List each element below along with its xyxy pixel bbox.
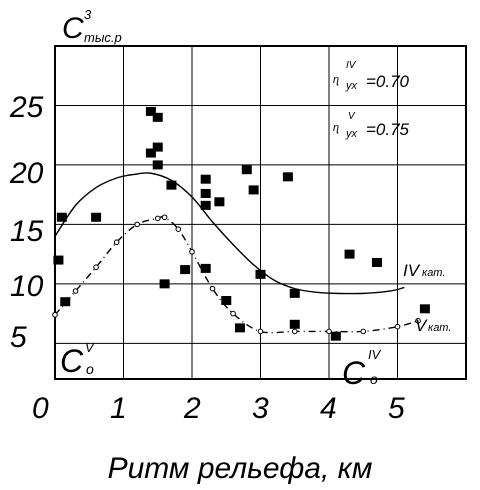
co-iv-label: C IV o bbox=[342, 347, 382, 391]
curve-v-marker bbox=[113, 239, 120, 246]
curve-v-marker bbox=[360, 328, 367, 335]
data-point bbox=[282, 172, 293, 182]
y-axis-label: C 3 тыс.р bbox=[62, 7, 122, 45]
data-point bbox=[255, 269, 266, 279]
x-tick-label: 0 bbox=[32, 392, 49, 425]
data-point bbox=[419, 304, 430, 314]
x-tick-label: 4 bbox=[320, 392, 337, 425]
annotation-eta-iv: ᶯ IV ух =0.70 bbox=[333, 60, 410, 92]
data-point bbox=[152, 142, 163, 152]
data-point bbox=[214, 197, 225, 207]
co-iv-sup: IV bbox=[368, 347, 382, 362]
y-tick-labels: 25 20 15 10 5 bbox=[9, 91, 44, 354]
curve-v-name: V bbox=[415, 316, 428, 335]
curve-v-marker bbox=[257, 328, 264, 335]
data-point bbox=[56, 212, 67, 222]
co-v-label: C V o bbox=[60, 340, 95, 379]
co-iv-main: C bbox=[342, 355, 366, 391]
annotation-sub: ух bbox=[345, 80, 358, 92]
curve-v-marker bbox=[175, 226, 182, 232]
y-tick-label: 20 bbox=[9, 157, 44, 190]
data-point bbox=[234, 323, 245, 333]
curve-v-label: V кат. bbox=[415, 316, 451, 335]
annotation-value: =0.75 bbox=[366, 120, 410, 139]
curves bbox=[52, 172, 421, 335]
annotation-sup: V bbox=[348, 111, 356, 122]
y-axis-label-sup: 3 bbox=[84, 7, 92, 22]
curve-v-marker bbox=[154, 215, 161, 222]
curve-v-marker bbox=[230, 310, 236, 317]
data-points bbox=[53, 106, 430, 341]
curve-v-marker bbox=[52, 311, 58, 318]
data-point bbox=[330, 331, 341, 341]
grid bbox=[55, 46, 466, 379]
curve-v-sub: кат. bbox=[428, 322, 451, 334]
curve-iv-name: IV bbox=[403, 261, 421, 280]
x-tick-labels: 0 1 2 3 4 5 bbox=[32, 392, 405, 425]
data-point bbox=[166, 180, 177, 190]
x-tick-label: 1 bbox=[110, 392, 127, 425]
x-tick-label: 3 bbox=[252, 392, 269, 425]
data-point bbox=[145, 148, 156, 158]
eta-symbol: ᶯ bbox=[333, 122, 339, 139]
curve-v-marker bbox=[189, 248, 195, 255]
annotation-value: =0.70 bbox=[366, 72, 410, 91]
curve-v-marker bbox=[134, 221, 140, 228]
y-axis-label-main: C bbox=[62, 12, 84, 45]
data-point bbox=[180, 265, 191, 275]
data-point bbox=[91, 212, 102, 222]
curve-v-marker bbox=[161, 214, 168, 221]
y-tick-label: 5 bbox=[10, 321, 27, 354]
annotation-sup: IV bbox=[346, 60, 357, 71]
curve-v-marker bbox=[326, 328, 332, 335]
data-point bbox=[152, 160, 163, 170]
curve-iv-line bbox=[54, 172, 405, 295]
y-tick-label: 10 bbox=[10, 270, 44, 303]
curve-iv-sub: кат. bbox=[422, 267, 445, 279]
x-tick-label: 5 bbox=[388, 392, 405, 425]
curve-v-line bbox=[54, 215, 419, 334]
data-point bbox=[241, 165, 252, 175]
data-point bbox=[200, 200, 211, 210]
data-point bbox=[60, 297, 71, 307]
data-point bbox=[289, 319, 300, 329]
curve-v-marker bbox=[394, 323, 401, 330]
data-point bbox=[152, 112, 163, 122]
data-point bbox=[248, 185, 259, 195]
x-axis-label: Ритм рельефа, км bbox=[108, 452, 373, 485]
data-point bbox=[53, 255, 64, 265]
curve-v-marker bbox=[291, 328, 298, 335]
data-point bbox=[200, 263, 211, 273]
annotation-sub: ух bbox=[345, 128, 358, 140]
co-v-sup: V bbox=[85, 340, 95, 355]
data-point bbox=[200, 188, 211, 198]
co-iv-sub: o bbox=[370, 371, 378, 387]
annotation-eta-v: ᶯ V ух =0.75 bbox=[333, 111, 410, 140]
data-point bbox=[371, 257, 382, 267]
data-point bbox=[344, 249, 355, 259]
curve-v-marker bbox=[72, 288, 79, 294]
y-axis-label-sub: тыс.р bbox=[84, 30, 122, 45]
curve-v-marker bbox=[415, 317, 421, 324]
y-tick-label: 15 bbox=[10, 215, 44, 248]
curve-v-marker bbox=[93, 264, 99, 271]
data-point bbox=[145, 106, 156, 116]
data-point bbox=[289, 288, 300, 298]
y-tick-label: 25 bbox=[9, 91, 44, 124]
data-point bbox=[200, 174, 211, 184]
data-point bbox=[159, 279, 170, 289]
eta-symbol: ᶯ bbox=[333, 74, 339, 91]
data-point bbox=[221, 296, 232, 306]
curve-iv-label: IV кат. bbox=[403, 261, 445, 280]
co-v-main: C bbox=[60, 343, 84, 379]
x-tick-label: 2 bbox=[183, 392, 201, 425]
co-v-sub: o bbox=[86, 361, 94, 377]
curve-v-marker bbox=[209, 285, 216, 292]
